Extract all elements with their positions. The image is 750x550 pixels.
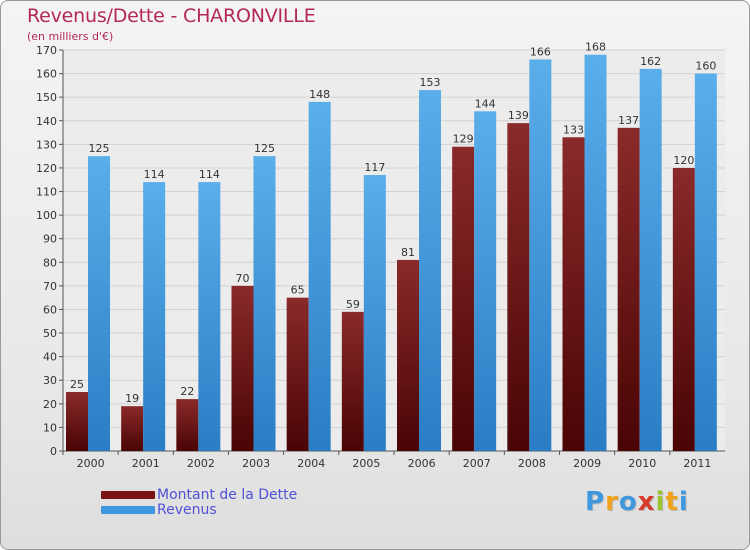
logo-letter: P xyxy=(585,487,606,517)
data-label-revenus: 117 xyxy=(364,161,385,174)
x-tick-label: 2010 xyxy=(628,457,656,470)
data-label-revenus: 168 xyxy=(585,41,606,54)
bar-dette xyxy=(66,392,88,451)
x-tick-label: 2011 xyxy=(683,457,711,470)
data-label-dette: 81 xyxy=(401,246,415,259)
y-tick-label: 160 xyxy=(36,68,57,81)
x-tick-label: 2004 xyxy=(297,457,325,470)
y-tick-label: 140 xyxy=(36,115,57,128)
data-label-dette: 120 xyxy=(673,154,694,167)
data-label-revenus: 125 xyxy=(89,142,110,155)
data-label-revenus: 148 xyxy=(309,88,330,101)
bar-dette xyxy=(672,167,695,452)
data-label-dette: 59 xyxy=(346,298,360,311)
y-tick-label: 30 xyxy=(43,374,57,387)
legend-label-dette: Montant de la Dette xyxy=(157,486,298,503)
proxiti-logo: Proxiti xyxy=(585,487,689,517)
x-tick-label: 2003 xyxy=(242,457,270,470)
bar-revenus xyxy=(253,156,276,451)
data-label-dette: 139 xyxy=(508,109,529,122)
logo-letter: x xyxy=(637,487,656,517)
x-tick-label: 2008 xyxy=(518,457,546,470)
y-tick-label: 60 xyxy=(43,303,57,316)
chart-title: Revenus/Dette - CHARONVILLE xyxy=(27,5,316,27)
legend-item-dette: Montant de la Dette xyxy=(101,486,298,503)
data-label-revenus: 153 xyxy=(420,76,441,89)
bar-dette xyxy=(397,259,419,451)
logo-letter: t xyxy=(665,487,679,517)
y-tick-label: 80 xyxy=(43,256,57,269)
bar-revenus xyxy=(143,182,166,451)
bar-dette xyxy=(507,123,530,451)
bar-revenus xyxy=(584,54,607,451)
data-label-revenus: 114 xyxy=(144,168,165,181)
x-tick-label: 2000 xyxy=(77,457,105,470)
bar-dette xyxy=(176,399,199,451)
y-tick-label: 10 xyxy=(43,421,57,434)
data-label-revenus: 166 xyxy=(530,45,551,58)
data-label-revenus: 114 xyxy=(199,168,220,181)
x-tick-label: 2002 xyxy=(187,457,215,470)
y-tick-label: 70 xyxy=(43,280,57,293)
chart-subtitle: (en milliers d'€) xyxy=(27,30,114,43)
data-label-revenus: 160 xyxy=(695,60,716,73)
y-tick-label: 20 xyxy=(43,398,57,411)
bar-revenus xyxy=(88,156,110,451)
y-tick-label: 90 xyxy=(43,233,57,246)
data-label-dette: 25 xyxy=(70,378,84,391)
y-tick-label: 110 xyxy=(36,186,57,199)
legend-swatch-revenus xyxy=(101,505,155,514)
y-tick-label: 150 xyxy=(36,91,57,104)
y-tick-label: 120 xyxy=(36,162,57,175)
legend-label-revenus: Revenus xyxy=(157,501,217,518)
x-tick-label: 2005 xyxy=(352,457,380,470)
data-label-dette: 22 xyxy=(180,385,194,398)
bar-dette xyxy=(121,406,144,451)
bar-dette xyxy=(286,297,309,451)
bar-revenus xyxy=(529,59,552,451)
bar-dette xyxy=(231,285,254,451)
data-label-revenus: 162 xyxy=(640,55,661,68)
data-label-dette: 65 xyxy=(291,284,305,297)
x-tick-label: 2006 xyxy=(408,457,436,470)
y-tick-label: 40 xyxy=(43,351,57,364)
logo-letter: i xyxy=(678,487,689,517)
y-tick-label: 130 xyxy=(36,138,57,151)
bar-revenus xyxy=(363,175,386,452)
bar-revenus xyxy=(419,90,441,451)
y-tick-label: 100 xyxy=(36,209,57,222)
y-tick-label: 170 xyxy=(36,44,57,57)
data-label-dette: 19 xyxy=(125,392,139,405)
logo-letter: o xyxy=(618,487,638,517)
bar-dette xyxy=(617,127,640,451)
data-label-dette: 137 xyxy=(618,114,639,127)
bar-revenus xyxy=(639,68,662,451)
x-tick-label: 2009 xyxy=(573,457,601,470)
data-label-revenus: 144 xyxy=(475,97,496,110)
legend-item-revenus: Revenus xyxy=(101,501,297,518)
data-label-dette: 133 xyxy=(563,123,584,136)
plot-area xyxy=(63,50,725,451)
y-tick-label: 0 xyxy=(50,445,57,458)
bar-dette xyxy=(562,137,585,451)
bar-revenus xyxy=(474,111,497,452)
bar-revenus xyxy=(694,73,717,452)
bar-dette xyxy=(341,311,364,451)
y-tick-label: 50 xyxy=(43,327,57,340)
bar-dette xyxy=(452,146,475,451)
bar-revenus xyxy=(198,182,221,451)
data-label-dette: 129 xyxy=(453,133,474,146)
logo-letter: r xyxy=(605,487,619,517)
logo-letter: i xyxy=(655,487,666,517)
data-label-revenus: 125 xyxy=(254,142,275,155)
x-tick-label: 2001 xyxy=(132,457,160,470)
bar-revenus xyxy=(308,101,331,452)
legend: Montant de la Dette Revenus xyxy=(101,486,298,518)
legend-swatch-dette xyxy=(101,490,155,499)
data-label-dette: 70 xyxy=(236,272,250,285)
x-tick-label: 2007 xyxy=(463,457,491,470)
